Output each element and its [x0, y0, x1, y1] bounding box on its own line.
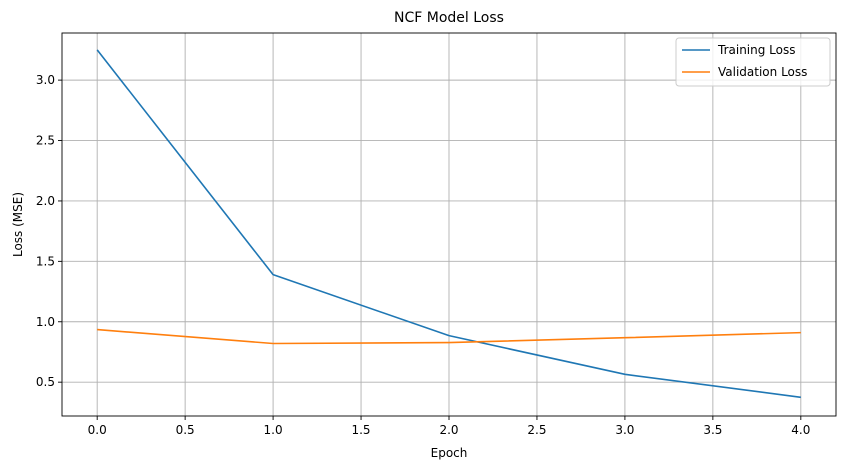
x-axis-ticks: 0.0 0.5 1.0 1.5 2.0 2.5 3.0 3.5 4.0 — [88, 416, 810, 437]
legend-label: Validation Loss — [718, 65, 807, 79]
legend: Training Loss Validation Loss — [675, 37, 831, 87]
legend-box — [675, 37, 831, 87]
legend-label: Training Loss — [717, 43, 795, 57]
x-tick-label: 3.0 — [615, 423, 634, 437]
x-axis-label: Epoch — [431, 446, 468, 460]
grid — [62, 33, 836, 416]
y-tick-label: 1.0 — [36, 315, 55, 329]
y-tick-label: 3.0 — [36, 73, 55, 87]
x-tick-label: 2.0 — [439, 423, 458, 437]
x-tick-label: 0.0 — [88, 423, 107, 437]
chart-title: NCF Model Loss — [394, 10, 504, 26]
y-tick-label: 1.5 — [36, 254, 55, 268]
x-tick-label: 4.0 — [791, 423, 810, 437]
x-tick-label: 1.5 — [351, 423, 370, 437]
series-lines — [96, 49, 801, 399]
y-tick-label: 2.5 — [36, 134, 55, 148]
y-tick-label: 2.0 — [36, 194, 55, 208]
y-axis-ticks: 0.5 1.0 1.5 2.0 2.5 3.0 — [36, 73, 62, 389]
series-line-training-loss — [96, 49, 801, 399]
x-tick-label: 1.0 — [264, 423, 283, 437]
y-tick-label: 0.5 — [36, 375, 55, 389]
x-tick-label: 0.5 — [176, 423, 195, 437]
x-tick-label: 2.5 — [527, 423, 546, 437]
x-tick-label: 3.5 — [703, 423, 722, 437]
series-line-validation-loss — [97, 328, 801, 345]
y-axis-label: Loss (MSE) — [11, 192, 25, 257]
